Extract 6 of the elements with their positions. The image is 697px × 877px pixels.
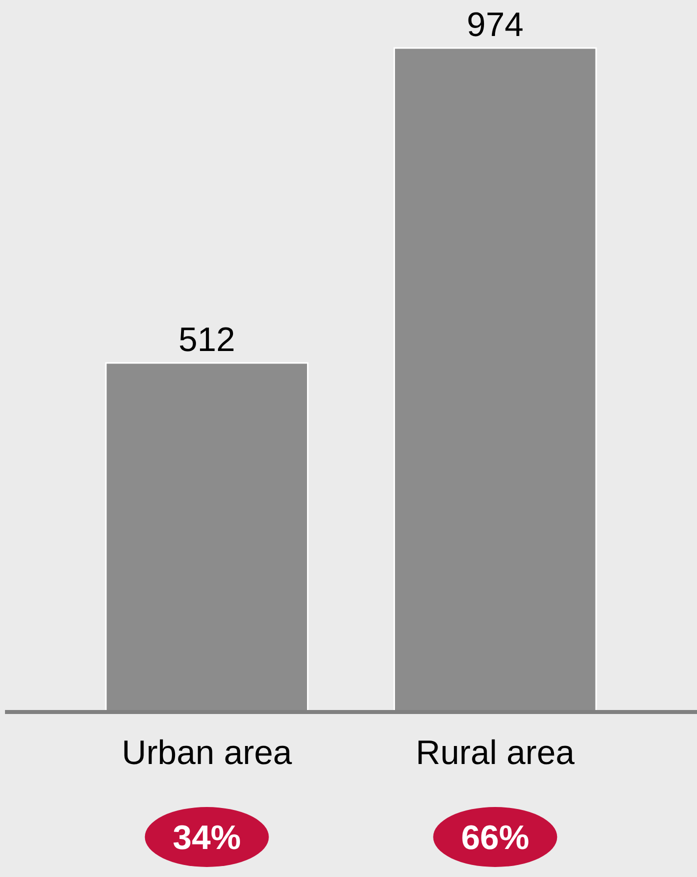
x-tick-label: Urban area bbox=[122, 734, 292, 772]
text: 34% bbox=[172, 819, 241, 857]
x-tick-label: Rural area bbox=[416, 734, 575, 772]
data-label: 974 bbox=[466, 6, 524, 44]
text: 66% bbox=[461, 819, 530, 857]
data-label: 512 bbox=[178, 320, 236, 359]
